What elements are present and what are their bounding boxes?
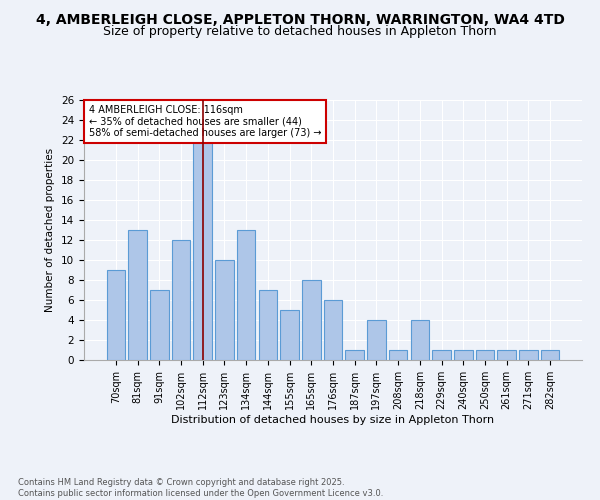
Bar: [280, 310, 299, 360]
Text: Contains HM Land Registry data © Crown copyright and database right 2025.
Contai: Contains HM Land Registry data © Crown c…: [18, 478, 383, 498]
Bar: [302, 280, 320, 360]
Bar: [346, 350, 364, 360]
Bar: [367, 320, 386, 360]
Bar: [476, 350, 494, 360]
Y-axis label: Number of detached properties: Number of detached properties: [46, 148, 55, 312]
Bar: [519, 350, 538, 360]
X-axis label: Distribution of detached houses by size in Appleton Thorn: Distribution of detached houses by size …: [172, 414, 494, 424]
Bar: [410, 320, 429, 360]
Bar: [433, 350, 451, 360]
Bar: [237, 230, 256, 360]
Bar: [324, 300, 342, 360]
Text: 4 AMBERLEIGH CLOSE: 116sqm
← 35% of detached houses are smaller (44)
58% of semi: 4 AMBERLEIGH CLOSE: 116sqm ← 35% of deta…: [89, 105, 322, 138]
Bar: [389, 350, 407, 360]
Bar: [172, 240, 190, 360]
Bar: [497, 350, 516, 360]
Bar: [259, 290, 277, 360]
Bar: [193, 140, 212, 360]
Bar: [150, 290, 169, 360]
Bar: [541, 350, 559, 360]
Text: Size of property relative to detached houses in Appleton Thorn: Size of property relative to detached ho…: [103, 25, 497, 38]
Text: 4, AMBERLEIGH CLOSE, APPLETON THORN, WARRINGTON, WA4 4TD: 4, AMBERLEIGH CLOSE, APPLETON THORN, WAR…: [35, 12, 565, 26]
Bar: [107, 270, 125, 360]
Bar: [128, 230, 147, 360]
Bar: [454, 350, 473, 360]
Bar: [215, 260, 233, 360]
